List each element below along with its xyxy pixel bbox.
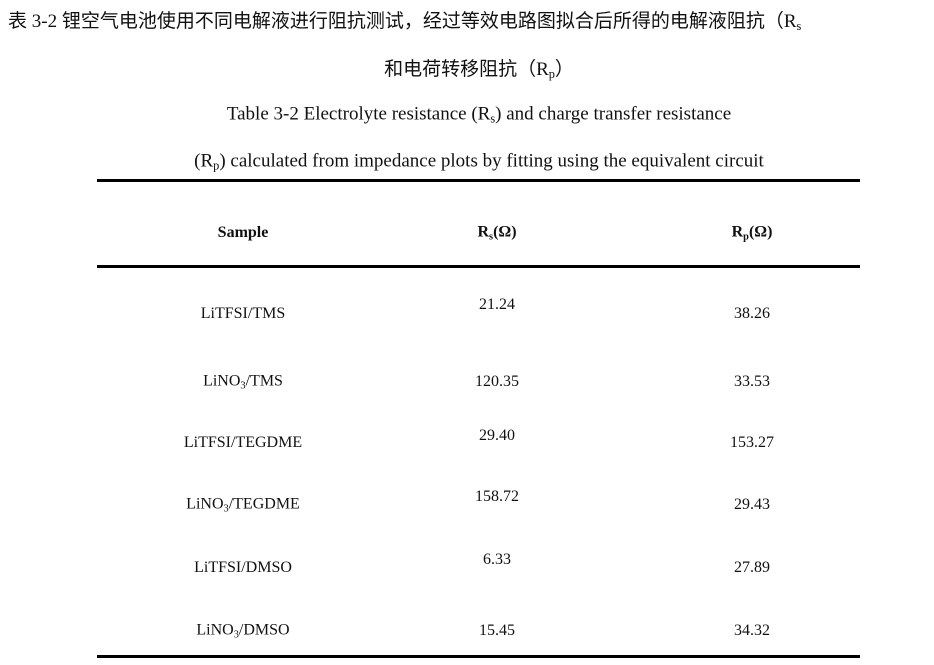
rs-cell: 15.45 — [479, 622, 515, 639]
caption-sub: p — [548, 67, 555, 82]
top-rule — [97, 179, 860, 182]
sample-text: LiTFSI/DMSO — [194, 559, 292, 576]
header-cell: Rp(Ω) — [732, 224, 773, 243]
caption-sub: s — [490, 111, 496, 126]
rs-cell: 21.24 — [479, 296, 515, 313]
caption-cn: 表 3-2 锂空气电池使用不同电解液进行阻抗测试，经过等效电路图拟合后所得的电解… — [8, 6, 801, 34]
sample-text: /TEGDME — [228, 495, 300, 513]
sample-cell: LiNO3/TMS — [203, 373, 283, 392]
rs-cell: 158.72 — [475, 488, 519, 505]
header-rule — [97, 265, 860, 268]
rp-cell: 29.43 — [734, 496, 770, 513]
caption-en: Table 3-2 Electrolyte resistance (Rs) an… — [227, 103, 731, 126]
caption-text: (R — [194, 150, 214, 172]
sample-text: LiNO — [186, 495, 224, 513]
caption-sub: s — [796, 19, 802, 34]
header-cell: Rs(Ω) — [477, 224, 516, 243]
rp-cell: 34.32 — [734, 622, 770, 639]
sample-text: LiTFSI/TEGDME — [183, 434, 303, 451]
header-text: R — [477, 223, 490, 241]
sample-text: /TMS — [245, 372, 283, 390]
sample-sub: 3 — [223, 503, 229, 515]
caption-text: 和电荷转移阻抗（R — [384, 58, 549, 80]
sample-cell: LiTFSI/TMS — [201, 305, 285, 323]
header-sub: s — [489, 231, 494, 243]
caption-text: ） — [554, 58, 574, 80]
sample-text: LiNO — [203, 372, 241, 390]
sample-cell: LiTFSI/TEGDME — [184, 434, 302, 452]
rp-cell: 33.53 — [734, 373, 770, 390]
sample-sub: 3 — [240, 380, 246, 392]
bottom-rule — [97, 655, 860, 658]
rp-cell: 153.27 — [730, 434, 774, 451]
caption-sub: p — [213, 158, 220, 173]
sample-sub: 3 — [233, 629, 239, 641]
caption-text: Table 3-2 Electrolyte resistance (R — [226, 103, 491, 125]
caption-cn: 和电荷转移阻抗（Rp） — [384, 54, 574, 82]
sample-text: LiTFSI/TMS — [200, 305, 286, 322]
sample-text: LiNO — [196, 621, 234, 639]
header-cell: Sample — [218, 224, 269, 242]
caption-text: ) calculated from impedance plots by fit… — [219, 150, 764, 172]
rp-cell: 38.26 — [734, 305, 770, 322]
caption-text: 表 3-2 锂空气电池使用不同电解液进行阻抗测试，经过等效电路图拟合后所得的电解… — [8, 10, 797, 32]
rs-cell: 6.33 — [483, 551, 511, 568]
caption-en: (Rp) calculated from impedance plots by … — [194, 150, 764, 173]
rs-cell: 120.35 — [475, 373, 519, 390]
header-text: (Ω) — [493, 223, 517, 241]
rs-cell: 29.40 — [479, 427, 515, 444]
sample-cell: LiTFSI/DMSO — [194, 559, 292, 577]
header-sub: p — [743, 231, 749, 243]
header-text: Sample — [217, 224, 269, 241]
rp-cell: 27.89 — [734, 559, 770, 576]
header-text: (Ω) — [748, 223, 773, 241]
caption-text: ) and charge transfer resistance — [495, 103, 732, 125]
sample-cell: LiNO3/DMSO — [196, 622, 289, 641]
sample-cell: LiNO3/TEGDME — [186, 496, 300, 515]
sample-text: /DMSO — [238, 621, 290, 639]
header-text: R — [731, 223, 744, 241]
